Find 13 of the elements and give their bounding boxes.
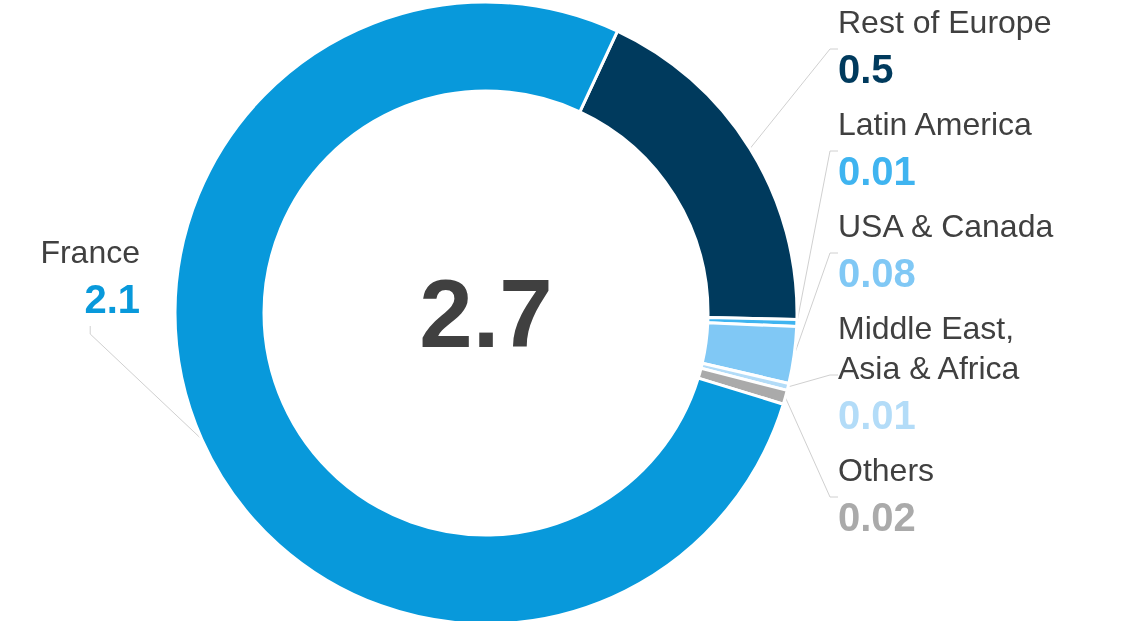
data-label: 0.02	[838, 495, 916, 539]
slice-label: Others	[838, 452, 935, 488]
slice-label: France	[40, 234, 140, 270]
slice-label: Latin America	[838, 106, 1033, 142]
data-label: 0.08	[838, 251, 916, 295]
slice-label: Rest of Europe	[838, 4, 1052, 40]
data-label: 0.01	[838, 393, 916, 437]
text: 2.7	[419, 259, 553, 367]
data-label: 0.5	[838, 47, 894, 91]
slice-label: USA & Canada	[838, 208, 1054, 244]
slice-label: Middle East, Asia & Africa	[838, 310, 1020, 386]
data-label: 0.01	[838, 149, 916, 193]
data-label: 2.1	[84, 277, 140, 321]
